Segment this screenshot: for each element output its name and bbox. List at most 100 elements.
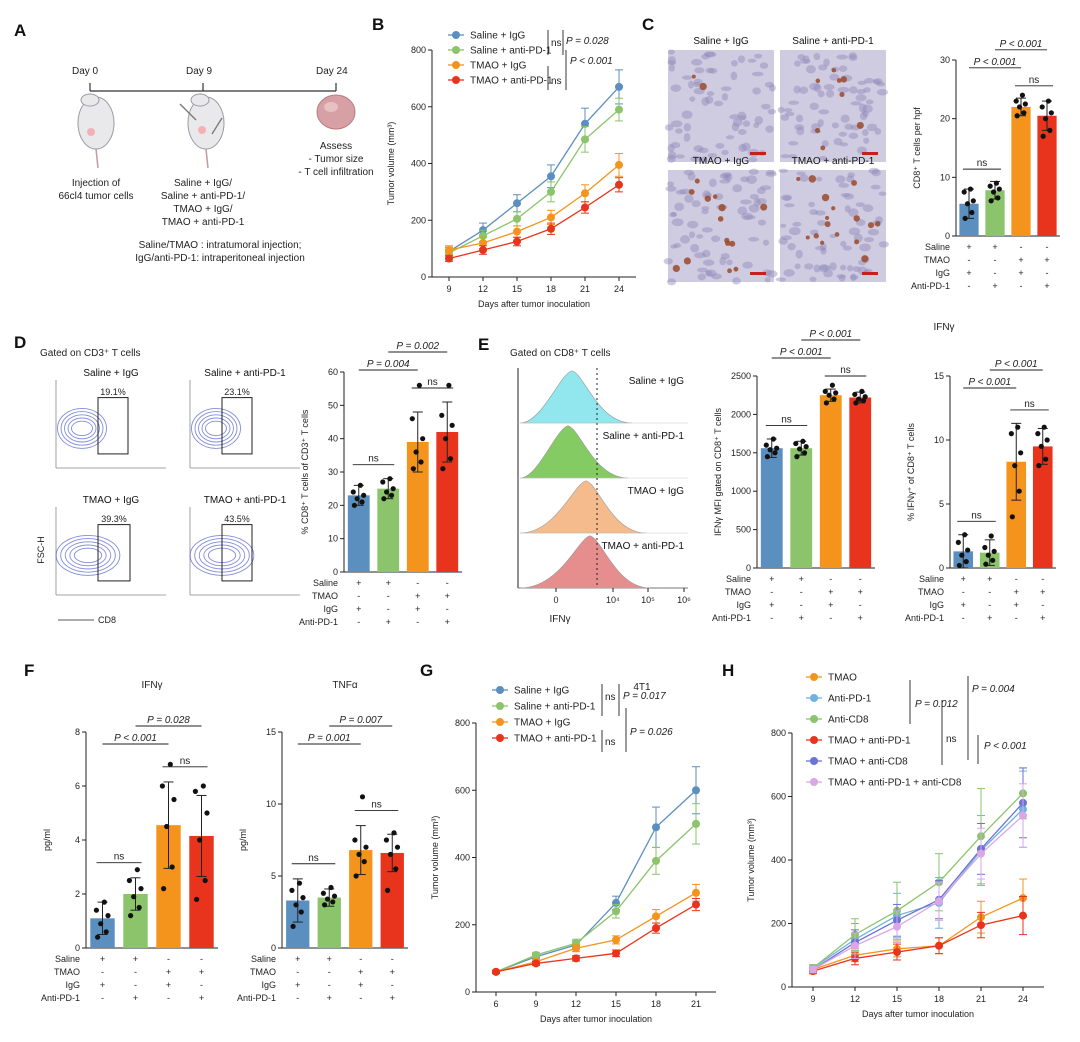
nucleus	[780, 223, 787, 228]
histogram-label: Saline + anti-PD-1	[603, 431, 685, 442]
cd8-stained-cell	[760, 203, 768, 211]
nucleus	[666, 278, 677, 286]
stat-label: P = 0.017	[623, 691, 666, 702]
nucleus	[687, 220, 699, 229]
nucleus	[720, 253, 730, 260]
panel-label-g: G	[420, 661, 433, 680]
treatment-sign: -	[416, 617, 419, 627]
treatment-sign: -	[962, 613, 965, 623]
data-point	[513, 214, 521, 223]
treatment-sign: -	[800, 587, 803, 597]
nucleus	[765, 125, 774, 133]
x-tick-label: 24	[614, 284, 624, 294]
contour-ring	[205, 420, 227, 437]
data-point	[581, 203, 589, 212]
nucleus	[848, 208, 859, 217]
treatment-sign: -	[829, 613, 832, 623]
data-point	[321, 902, 328, 908]
data-point	[859, 388, 865, 394]
treatment-sign: +	[961, 574, 966, 584]
gate-percent: 19.1%	[100, 387, 126, 397]
treatment-sign: -	[167, 993, 170, 1003]
nucleus	[700, 156, 708, 164]
cd8-stained-cell	[808, 175, 817, 183]
data-point	[394, 844, 401, 850]
legend-marker	[452, 31, 460, 39]
treatment-sign: +	[445, 591, 450, 601]
data-point	[692, 900, 700, 909]
nucleus	[748, 237, 760, 242]
micrograph-2: TMAO + IgG	[663, 156, 778, 286]
contour-ring	[55, 534, 121, 576]
data-point	[1009, 514, 1015, 520]
cd8-stained-cell	[683, 257, 691, 265]
data-point	[962, 532, 968, 538]
significance-label: P < 0.001	[809, 329, 852, 340]
data-point	[772, 450, 778, 456]
day24-label: Day 24	[316, 66, 348, 77]
treatment-sign: -	[391, 980, 394, 990]
nucleus	[680, 235, 691, 244]
treatment-sign: -	[1046, 242, 1049, 252]
nucleus	[684, 194, 694, 203]
data-point	[1038, 443, 1044, 449]
series-1	[445, 97, 623, 257]
nucleus	[679, 188, 692, 195]
y-tick-label: 4	[75, 835, 80, 845]
data-point	[410, 466, 416, 472]
treatment-sign: -	[391, 954, 394, 964]
x-tick-label: 15	[892, 994, 902, 1004]
legend-marker	[452, 61, 460, 69]
data-point	[822, 388, 828, 394]
nucleus	[818, 264, 829, 273]
nucleus	[748, 168, 759, 175]
nucleus	[813, 52, 821, 61]
data-point	[581, 189, 589, 198]
nucleus	[751, 71, 764, 77]
y-axis-label: pg/ml	[238, 829, 248, 851]
y-tick-label: 5	[939, 499, 944, 509]
data-point	[328, 884, 334, 891]
bar	[317, 897, 341, 948]
nucleus	[670, 141, 681, 149]
treatment-row-label: Saline	[925, 242, 950, 252]
data-point	[194, 896, 200, 903]
nucleus	[840, 114, 850, 123]
treatment-sign: +	[1014, 587, 1019, 597]
y-tick-label: 200	[411, 215, 426, 225]
x-tick-label: 15	[611, 999, 621, 1009]
nucleus	[765, 172, 777, 177]
y-axis-label: % CD8⁺ T cells of CD3⁺ T cells	[300, 409, 310, 534]
nucleus	[688, 231, 696, 239]
nucleus	[862, 110, 869, 117]
nucleus	[863, 137, 870, 144]
tumor-illustration	[316, 94, 356, 130]
data-point	[1048, 110, 1054, 116]
data-point	[962, 215, 968, 221]
treatment-row-label: IgG	[261, 980, 276, 990]
data-point	[513, 237, 521, 246]
nucleus	[856, 88, 866, 95]
data-point	[615, 160, 623, 169]
legend: Saline + IgG Saline + anti-PD-1 TMAO + IgG…	[492, 684, 673, 752]
treatment-sign: -	[446, 604, 449, 614]
treatment-sign: +	[1044, 255, 1049, 265]
nucleus	[878, 191, 887, 196]
data-point	[445, 254, 453, 263]
nucleus	[675, 154, 685, 159]
significance-label: P = 0.007	[339, 715, 382, 726]
nucleus	[748, 204, 760, 213]
nucleus	[849, 274, 859, 280]
nucleus	[767, 108, 776, 115]
treatment-row-label: TMAO	[918, 587, 944, 597]
nucleus	[873, 78, 883, 85]
data-point	[388, 492, 395, 498]
data-point	[572, 944, 580, 953]
cd8-stained-cell	[729, 240, 736, 247]
treatment-sign: +	[1040, 587, 1045, 597]
data-point	[985, 552, 991, 558]
assess-text-1: Assess	[320, 141, 352, 152]
flow-plot-2: TMAO + IgG 39.3%	[55, 495, 166, 596]
nucleus	[719, 256, 727, 266]
data-point	[800, 438, 806, 444]
